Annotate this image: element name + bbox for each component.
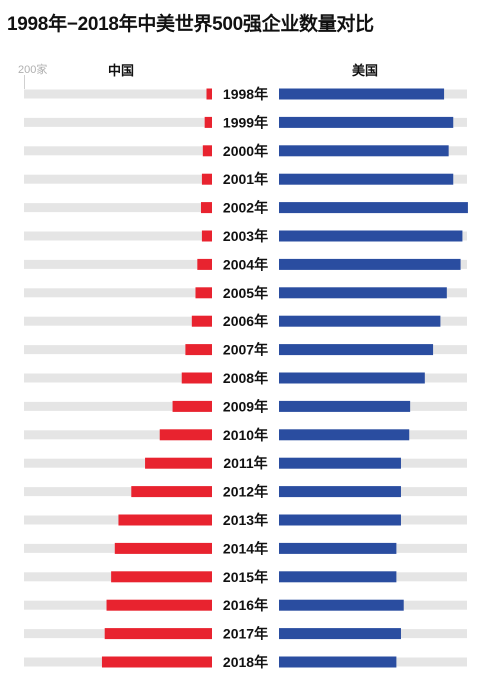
year-label: 2014年 xyxy=(223,540,268,556)
usa-bar xyxy=(279,400,411,412)
year-label: 2017年 xyxy=(223,626,268,642)
usa-bar xyxy=(279,202,468,214)
year-label: 2005年 xyxy=(223,285,268,301)
usa-bar xyxy=(279,542,397,554)
china-bar xyxy=(197,258,212,270)
year-label: 2001年 xyxy=(223,171,268,187)
usa-bar xyxy=(279,372,425,384)
usa-bar xyxy=(279,429,410,441)
year-label: 2018年 xyxy=(223,654,268,670)
china-track xyxy=(24,259,212,269)
usa-bar xyxy=(279,486,401,498)
scale-label: 200家 xyxy=(18,64,48,76)
china-track xyxy=(24,117,212,127)
china-track xyxy=(24,89,212,99)
usa-bar xyxy=(279,628,401,640)
china-bar xyxy=(185,344,212,356)
usa-bar xyxy=(279,344,434,356)
china-track xyxy=(24,458,212,468)
china-bar xyxy=(191,315,212,327)
china-track xyxy=(24,288,212,298)
year-label: 2015年 xyxy=(223,569,268,585)
china-bar xyxy=(111,571,212,583)
usa-bar xyxy=(279,116,454,128)
china-bar xyxy=(131,486,212,498)
china-bar xyxy=(201,230,212,242)
china-track xyxy=(24,515,212,525)
usa-bar xyxy=(279,571,397,583)
usa-bar xyxy=(279,599,404,611)
year-label: 2008年 xyxy=(223,370,268,386)
year-label: 2016年 xyxy=(223,597,268,613)
year-label: 2010年 xyxy=(223,427,268,443)
year-label: 2009年 xyxy=(223,398,268,414)
year-label: 1999年 xyxy=(223,114,268,130)
china-bar xyxy=(200,202,212,214)
china-bar xyxy=(202,145,212,157)
year-label: 2012年 xyxy=(223,484,268,500)
china-track xyxy=(24,373,212,383)
year-label: 1998年 xyxy=(223,86,268,102)
year-label: 2002年 xyxy=(223,200,268,216)
china-header: 中国 xyxy=(108,63,135,78)
china-track xyxy=(24,345,212,355)
usa-bar xyxy=(279,145,449,157)
usa-bar xyxy=(279,656,397,668)
usa-bar xyxy=(279,230,463,242)
china-bar xyxy=(172,400,212,412)
china-track xyxy=(24,231,212,241)
year-label: 2003年 xyxy=(223,228,268,244)
usa-bar xyxy=(279,514,401,526)
china-bar xyxy=(106,599,212,611)
china-bar xyxy=(201,173,212,185)
china-bar xyxy=(159,429,212,441)
china-track xyxy=(24,146,212,156)
china-track xyxy=(24,203,212,213)
china-bar xyxy=(204,116,212,128)
year-label: 2013年 xyxy=(223,512,268,528)
china-track xyxy=(24,487,212,497)
china-track xyxy=(24,174,212,184)
year-label: 2007年 xyxy=(223,342,268,358)
china-bar xyxy=(181,372,212,384)
usa-bar xyxy=(279,173,454,185)
year-label: 2004年 xyxy=(223,256,268,272)
china-track xyxy=(24,430,212,440)
usa-bar xyxy=(279,258,461,270)
china-bar xyxy=(114,542,212,554)
china-bar xyxy=(195,287,212,299)
china-track xyxy=(24,401,212,411)
year-label: 2006年 xyxy=(223,313,268,329)
year-label: 2000年 xyxy=(223,143,268,159)
usa-bar xyxy=(279,457,401,469)
usa-bar xyxy=(279,287,447,299)
usa-header: 美国 xyxy=(352,63,379,78)
usa-bar xyxy=(279,88,445,100)
year-label: 2011年 xyxy=(223,455,267,471)
china-track xyxy=(24,316,212,326)
scale-tick xyxy=(24,75,25,89)
china-bar xyxy=(206,88,212,100)
china-bar xyxy=(145,457,212,469)
china-bar xyxy=(118,514,212,526)
china-bar xyxy=(104,628,212,640)
usa-bar xyxy=(279,315,441,327)
chart-title: 1998年−2018年中美世界500强企业数量对比 xyxy=(7,14,374,35)
china-bar xyxy=(101,656,212,668)
